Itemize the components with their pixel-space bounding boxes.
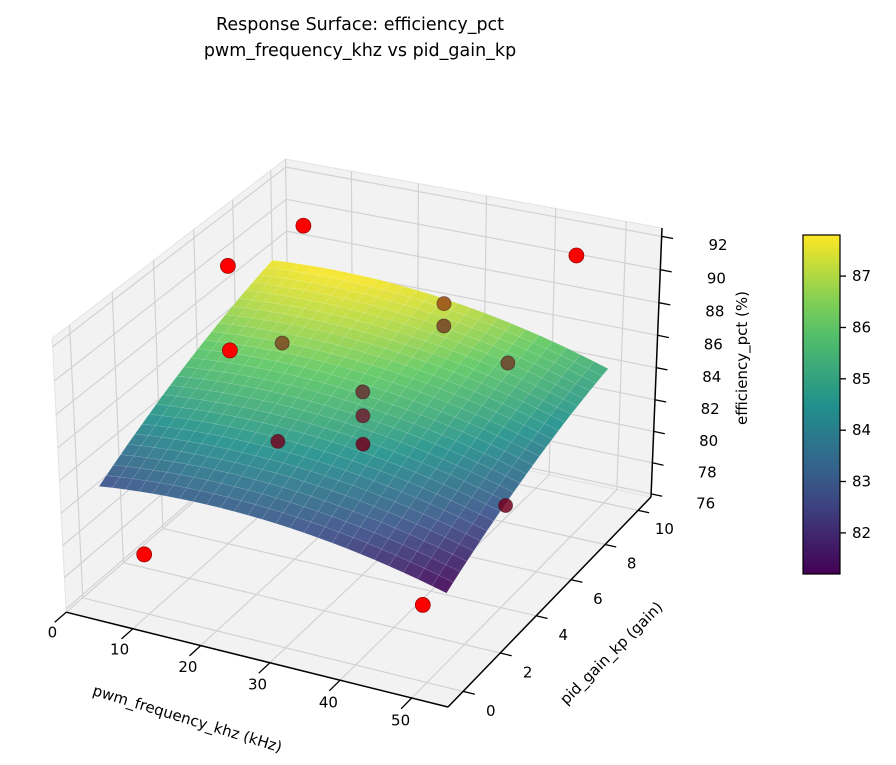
axis-ticks (54, 235, 674, 710)
svg-text:84: 84 (852, 421, 871, 439)
svg-text:86: 86 (852, 319, 871, 337)
svg-text:86: 86 (704, 335, 723, 353)
svg-text:78: 78 (698, 463, 717, 481)
svg-text:90: 90 (707, 270, 726, 288)
svg-text:82: 82 (701, 400, 720, 418)
axis-lines (66, 227, 663, 708)
svg-text:87: 87 (852, 267, 871, 285)
svg-text:88: 88 (705, 303, 724, 321)
svg-text:efficiency_pct (%): efficiency_pct (%) (733, 291, 752, 425)
svg-text:20: 20 (178, 658, 197, 676)
svg-text:50: 50 (391, 712, 410, 730)
svg-text:92: 92 (709, 236, 728, 254)
svg-text:pid_gain_kp (gain): pid_gain_kp (gain) (556, 598, 667, 709)
svg-text:10: 10 (655, 520, 674, 538)
svg-text:30: 30 (248, 675, 267, 693)
svg-text:2: 2 (523, 664, 533, 682)
chart-title-line1: Response Surface: efficiency_pct (215, 15, 505, 35)
svg-text:6: 6 (593, 590, 603, 608)
svg-text:0: 0 (486, 702, 496, 720)
tick-labels: 0 10 20 30 40 50 0 2 4 6 8 10 76 78 80 82 84 86 88 90 92 (48, 236, 728, 730)
scatter-points-occluded (270, 296, 516, 513)
svg-text:8: 8 (627, 555, 637, 573)
svg-text:84: 84 (702, 368, 721, 386)
svg-text:40: 40 (319, 693, 338, 711)
svg-text:0: 0 (48, 624, 58, 642)
colorbar: 82 83 84 85 86 87 (802, 234, 871, 575)
svg-text:83: 83 (852, 473, 871, 491)
svg-text:82: 82 (852, 524, 871, 542)
svg-text:76: 76 (696, 495, 715, 513)
chart-title: Response Surface: efficiency_pct pwm_fre… (110, 12, 610, 64)
svg-text:85: 85 (852, 370, 871, 388)
scatter-points-actual (136, 217, 585, 613)
svg-text:10: 10 (110, 641, 129, 659)
svg-text:4: 4 (559, 626, 569, 644)
chart-title-line2: pwm_frequency_khz vs pid_gain_kp (203, 41, 517, 61)
svg-text:80: 80 (699, 432, 718, 450)
